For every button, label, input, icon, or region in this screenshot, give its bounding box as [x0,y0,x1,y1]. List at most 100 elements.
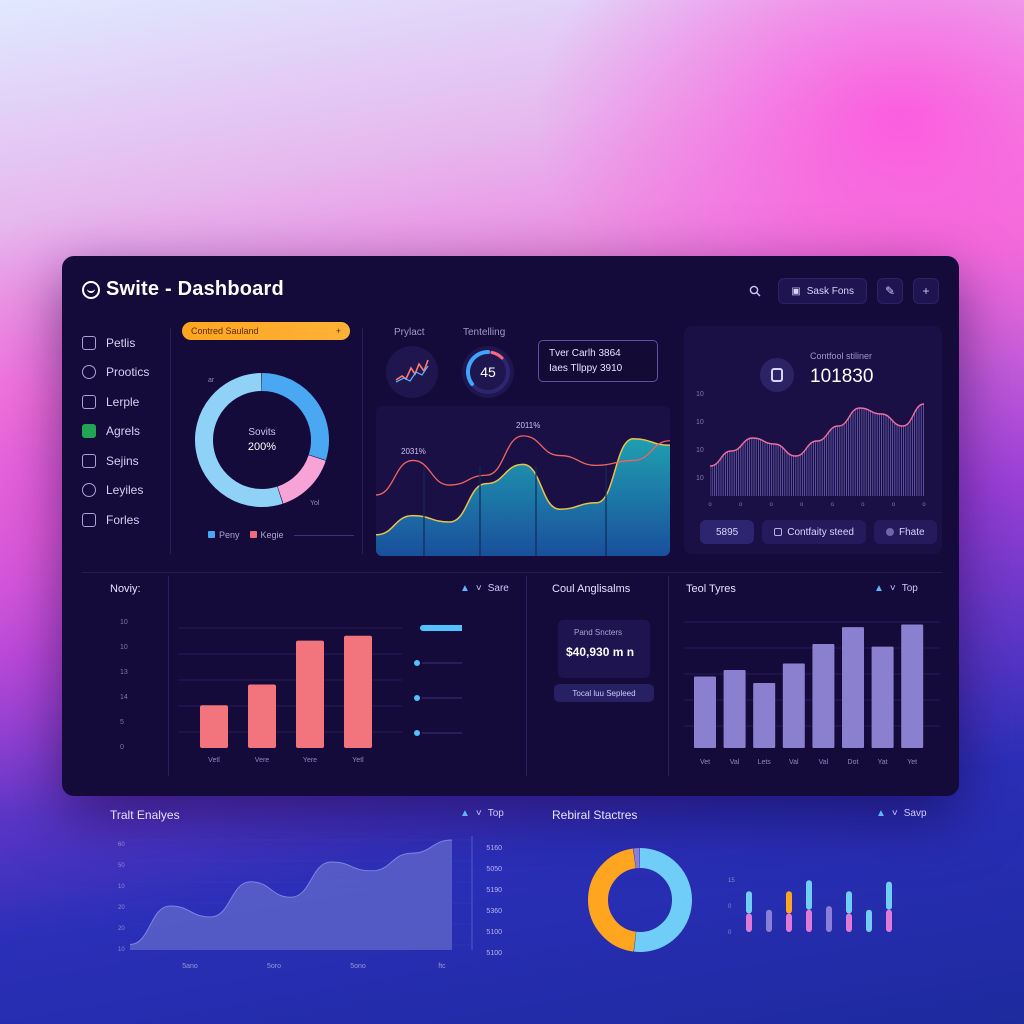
legend-label: Kegie [260,530,284,540]
metric-line-chart: 10 10 10 10 o o o o o o o o [696,391,926,508]
sparkline-icon [395,359,429,383]
bar [344,635,372,748]
leaf-icon [82,424,96,439]
summary-box [558,620,650,678]
lock-icon: ▣ [791,285,801,297]
value-button[interactable]: 5895 [700,520,755,544]
bar-top [746,891,752,914]
ring-value: 45 [480,364,496,380]
bar-top [826,906,832,932]
area-chart: 2031% 2011% [376,421,670,556]
pencil-icon[interactable]: ✎ [877,278,903,304]
y-tick-label: 20 [118,926,125,932]
legend-item: Peny [208,530,240,540]
grid-icon [82,335,96,350]
tooltip: Tver Carlh 3864 Iaes Tllppy 3910 [538,340,658,382]
legend-item: Kegie [249,530,284,540]
y-tick-label: 10 [696,391,704,398]
donut-legend: Peny Kegie [208,530,354,540]
metric-value: 101830 [810,366,874,387]
x-tick-label: ftc [438,963,446,970]
banner-button[interactable]: Contred Sauland + [182,322,350,340]
x-tick-label: Lets [758,759,772,766]
ring-gauge-svg: 45 [466,350,510,394]
legend-line [293,534,354,536]
area-line [129,839,453,945]
tooltip-line: Tver Carlh 3864 [549,348,621,359]
prylact-label: Prylact [394,327,425,338]
slider-knob [414,660,420,666]
chevron-down-icon: ˅ [475,808,482,819]
area-label-top: 2011% [516,421,540,430]
trait-top-action[interactable]: ▲ ˅ Top [460,808,504,819]
x-tick-label: Val [819,759,829,766]
bar-bottom [806,909,812,932]
bar-top [866,909,872,932]
x-tick-label: Yat [878,759,888,766]
donut-segment [195,373,283,507]
y-tick-label: 10 [118,947,125,953]
sidebar-item-label: Forles [106,512,140,527]
donut-segment [277,454,326,504]
sare-action[interactable]: ▲ ˅ Sare [460,583,509,594]
bar-bottom [846,913,852,932]
slider-knob [414,695,420,701]
circle-icon [82,483,96,498]
bar-top [766,909,772,932]
y-tick-label: 10 [120,644,128,651]
noviy-title: Noviy: [110,583,141,595]
x-tick-label: o [800,502,804,508]
app-title-text: Swite - Dashboard [106,278,284,300]
bar [248,684,276,748]
hatch-group [710,404,924,496]
bar [753,683,776,748]
x-tick-label: Dot [848,759,859,766]
donut-segment [588,848,637,952]
bar-bottom [786,913,792,932]
filter-button[interactable]: ▣ Sask Fons [778,278,867,304]
side-label: Yol [310,500,320,507]
top-actions: ▣ Sask Fons ✎ + [742,278,939,304]
trait-area-chart: 60 50 10 20 20 10 5160 5050 5190 5360 5100 5100 5ano… [118,836,502,970]
bar [694,676,716,748]
sidebar-item-forles[interactable]: Forles [82,505,168,535]
x-tick-label: Vere [255,757,270,764]
square-icon [774,528,783,536]
divider [362,328,363,554]
box-icon [82,394,96,409]
divider [526,576,527,776]
savp-action[interactable]: ▲ ˅ Savp [876,808,927,819]
search-icon[interactable] [742,278,768,304]
sidebar-item-petlis[interactable]: Petlis [82,328,168,358]
summary-button[interactable]: Tocal luu Sepleed [554,684,654,702]
y-tick-label: 13 [120,669,128,676]
slider-fill [420,625,462,631]
sidebar-item-sejins[interactable]: Sejins [82,446,168,476]
sidebar-item-leyiles[interactable]: Leyiles [82,476,168,506]
fhate-button[interactable]: Fhate [873,520,937,544]
x-tick-label: o [892,502,896,508]
sidebar-item-label: Petlis [106,335,136,350]
donut-segment [261,373,329,461]
top-label: Top [901,583,918,594]
bar-bottom [746,913,752,932]
table-icon [82,453,96,468]
sidebar-item-prootics[interactable]: Prootics [82,358,168,388]
sort-icon: ▲ [874,583,884,594]
area-line [376,438,670,536]
top-action[interactable]: ▲ ˅ Top [874,583,918,594]
summary-label: Pand Sncters [574,628,623,637]
y-tick-label: 14 [120,694,128,701]
bar-top [846,891,852,914]
contfaity-button[interactable]: Contfaity steed [762,520,866,544]
sidebar-item-agrels[interactable]: Agrels [82,417,168,447]
device-icon-shape [771,368,783,382]
summary-card: Pand Sncters $40,930 m n Tocal luu Seple… [552,596,664,706]
bar [723,670,746,748]
section-divider [82,572,942,573]
x-tick-label: Yere [303,757,317,764]
sidebar-item-lerple[interactable]: Lerple [82,387,168,417]
x-tick-label: o [922,502,926,508]
x-tick-label: Yet [907,759,917,766]
plus-icon[interactable]: + [913,278,939,304]
